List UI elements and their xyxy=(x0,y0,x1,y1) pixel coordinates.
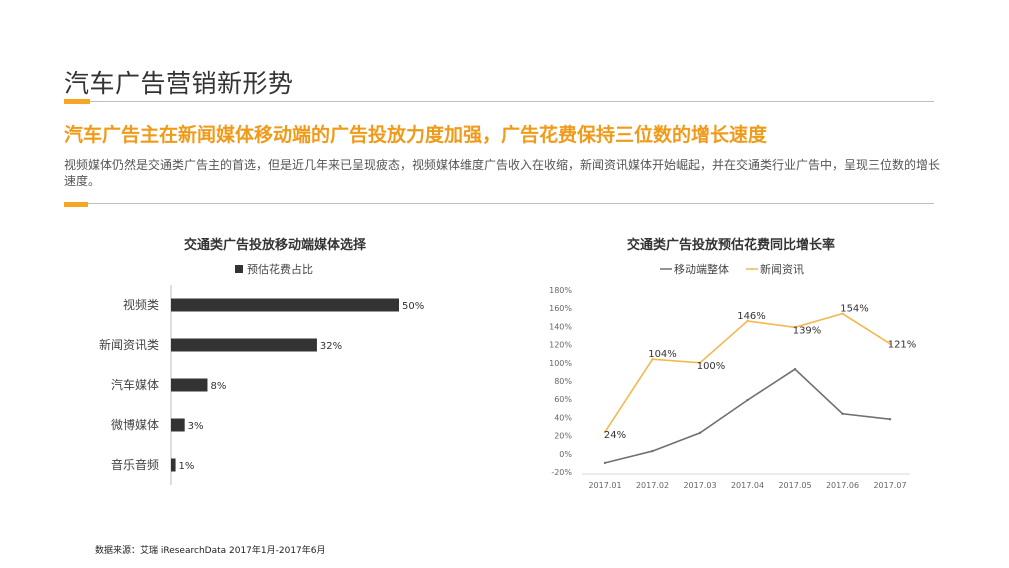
title-accent-bar xyxy=(64,99,90,104)
y-tick-label: 140% xyxy=(549,322,572,331)
bar xyxy=(171,298,399,312)
data-label: 146% xyxy=(737,311,766,322)
x-tick-label: 2017.03 xyxy=(683,481,716,490)
x-tick-label: 2017.06 xyxy=(826,481,859,490)
data-label: 154% xyxy=(840,304,869,315)
bar-chart-title: 交通类广告投放移动端媒体选择 xyxy=(184,237,367,253)
y-tick-label: 160% xyxy=(549,304,572,313)
bar xyxy=(171,378,208,392)
data-point xyxy=(793,367,797,371)
data-label: 24% xyxy=(604,430,626,441)
data-label: 100% xyxy=(697,361,726,372)
x-tick-label: 2017.05 xyxy=(778,481,811,490)
y-tick-label: 40% xyxy=(554,413,572,422)
bar-legend-label: 预估花费占比 xyxy=(247,262,313,276)
data-point xyxy=(746,319,749,323)
bar-category-label: 视频类 xyxy=(123,297,159,312)
bar xyxy=(171,458,176,472)
summary-text: 视频媒体仍然是交通类广告主的首选，但是近几年来已呈现疲态，视频媒体维度广告收入在… xyxy=(64,158,941,188)
data-point xyxy=(841,412,844,415)
data-point xyxy=(603,461,607,465)
bar xyxy=(171,418,185,432)
y-tick-label: 80% xyxy=(554,377,572,386)
y-tick-label: 0% xyxy=(559,450,572,459)
bar-value-label: 1% xyxy=(179,461,195,472)
data-point xyxy=(651,357,654,361)
y-tick-label: 20% xyxy=(554,432,572,441)
headline: 汽车广告主在新闻媒体移动端的广告投放力度加强，广告花费保持三位数的增长速度 xyxy=(64,124,768,146)
bar-legend-swatch xyxy=(235,265,243,273)
bar-value-label: 8% xyxy=(210,381,226,392)
bar-category-label: 汽车媒体 xyxy=(111,377,159,392)
title-divider xyxy=(64,101,934,102)
data-point xyxy=(746,398,749,402)
x-tick-label: 2017.04 xyxy=(731,481,764,490)
data-label: 104% xyxy=(648,349,677,360)
y-tick-label: 60% xyxy=(554,395,572,404)
bar-category-label: 音乐音频 xyxy=(111,457,159,472)
y-tick-label: 100% xyxy=(549,359,572,368)
line-legend-label: 移动端整体 xyxy=(674,262,729,276)
data-point xyxy=(698,361,702,364)
data-label: 121% xyxy=(888,340,917,351)
data-label: 139% xyxy=(793,325,822,336)
data-point xyxy=(841,312,844,315)
data-point xyxy=(603,430,607,434)
line-legend-label: 新闻资讯 xyxy=(760,262,804,276)
y-tick-label: -20% xyxy=(551,468,572,477)
data-point xyxy=(888,342,892,345)
x-tick-label: 2017.01 xyxy=(588,481,621,490)
bar-category-label: 微博媒体 xyxy=(111,417,159,432)
data-source-note: 数据来源：艾瑞 iResearchData 2017年1月-2017年6月 xyxy=(95,546,326,556)
bar-category-label: 新闻资讯类 xyxy=(99,337,159,352)
summary-divider xyxy=(64,203,934,204)
line-chart-title: 交通类广告投放预估花费同比增长率 xyxy=(627,237,835,253)
bar xyxy=(171,338,317,352)
data-point xyxy=(793,326,797,329)
data-point xyxy=(698,431,702,435)
bar-value-label: 3% xyxy=(188,421,204,432)
x-tick-label: 2017.07 xyxy=(873,481,906,490)
bar-value-label: 32% xyxy=(320,341,342,352)
page-title: 汽车广告营销新形势 xyxy=(64,69,294,98)
bar-value-label: 50% xyxy=(402,301,424,312)
y-tick-label: 180% xyxy=(549,286,572,295)
data-point xyxy=(888,418,892,421)
summary-accent-bar xyxy=(64,202,88,207)
data-point xyxy=(651,449,654,453)
x-tick-label: 2017.02 xyxy=(636,481,669,490)
y-tick-label: 120% xyxy=(549,341,572,350)
series-line-0 xyxy=(604,368,891,464)
